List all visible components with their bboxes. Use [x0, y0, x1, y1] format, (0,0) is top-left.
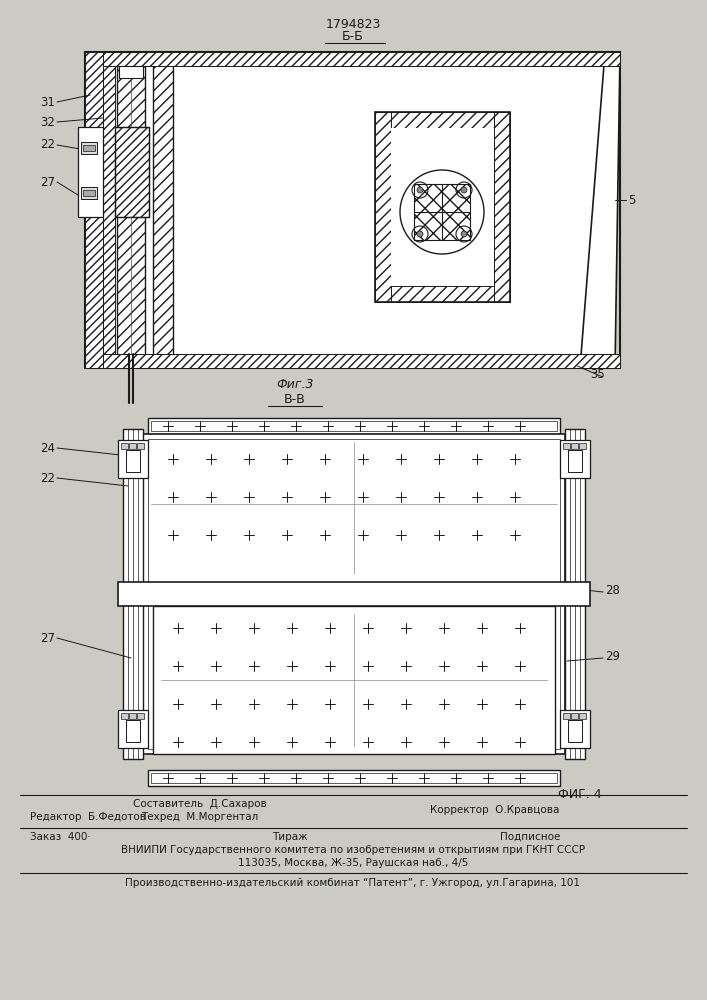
Text: 32: 32 — [40, 115, 55, 128]
Bar — [563, 443, 570, 449]
Bar — [126, 720, 140, 742]
Bar — [148, 770, 560, 786]
Bar — [148, 439, 560, 749]
Bar — [137, 443, 144, 449]
Text: Подписное: Подписное — [500, 832, 560, 842]
Text: 22: 22 — [40, 138, 55, 151]
Bar — [158, 611, 550, 749]
Bar — [560, 440, 590, 478]
Text: 22: 22 — [40, 472, 55, 485]
Text: ВНИИПИ Государственного комитета по изобретениям и открытиям при ГКНТ СССР: ВНИИПИ Государственного комитета по изоб… — [121, 845, 585, 855]
Bar — [137, 713, 144, 719]
Bar — [391, 128, 494, 286]
Text: Составитель  Д.Сахаров: Составитель Д.Сахаров — [133, 799, 267, 809]
Bar — [78, 127, 103, 217]
Bar — [115, 127, 149, 217]
Text: 31: 31 — [40, 96, 55, 108]
Text: Тираж: Тираж — [272, 832, 308, 842]
Bar — [563, 713, 570, 719]
Bar — [118, 710, 148, 748]
Bar — [85, 52, 103, 368]
Text: ФИГ. 4: ФИГ. 4 — [559, 788, 602, 801]
Bar — [83, 190, 95, 196]
Text: Фиг.3: Фиг.3 — [276, 378, 314, 391]
Bar — [85, 52, 620, 368]
Bar — [375, 112, 391, 302]
Bar — [414, 184, 470, 240]
Bar — [115, 127, 149, 217]
Bar — [85, 354, 620, 368]
Bar — [375, 112, 510, 302]
Circle shape — [461, 231, 467, 237]
Bar — [565, 429, 585, 759]
Text: Производственно-издательский комбинат “Патент”, г. Ужгород, ул.Гагарина, 101: Производственно-издательский комбинат “П… — [126, 878, 580, 888]
Bar — [494, 112, 510, 302]
Text: 27: 27 — [40, 176, 55, 188]
Bar — [375, 112, 510, 128]
Text: 5: 5 — [628, 194, 636, 207]
Text: 24: 24 — [40, 442, 55, 454]
Bar — [568, 450, 582, 472]
Text: 28: 28 — [605, 584, 620, 596]
Text: Редактор  Б.Федотов: Редактор Б.Федотов — [30, 812, 146, 822]
Circle shape — [417, 187, 423, 193]
Bar — [118, 582, 590, 606]
Text: 35: 35 — [590, 368, 604, 381]
Bar — [118, 440, 148, 478]
Bar — [123, 429, 143, 759]
Bar — [579, 713, 586, 719]
Bar — [148, 418, 560, 434]
Text: В-В: В-В — [284, 393, 306, 406]
Bar — [121, 443, 128, 449]
Bar — [81, 187, 97, 199]
Circle shape — [461, 187, 467, 193]
Text: 29: 29 — [605, 650, 620, 662]
Bar — [375, 286, 510, 302]
Bar — [568, 720, 582, 742]
Bar — [129, 713, 136, 719]
Bar — [85, 52, 620, 66]
Text: Корректор  О.Кравцова: Корректор О.Кравцова — [430, 805, 559, 815]
Text: Заказ  400·: Заказ 400· — [30, 832, 90, 842]
Bar — [151, 773, 557, 783]
Bar — [117, 66, 145, 354]
Bar — [571, 713, 578, 719]
Bar — [560, 710, 590, 748]
Bar — [85, 66, 605, 354]
Bar — [103, 66, 115, 354]
Bar — [78, 127, 103, 217]
Text: 27: 27 — [40, 632, 55, 645]
Bar — [119, 66, 143, 78]
Bar — [129, 443, 136, 449]
Circle shape — [417, 231, 423, 237]
Bar — [571, 443, 578, 449]
Bar — [83, 145, 95, 151]
Polygon shape — [580, 52, 620, 368]
Bar — [143, 434, 565, 754]
Bar — [151, 421, 557, 431]
Bar — [126, 450, 140, 472]
Text: Техред  М.Моргентал: Техред М.Моргентал — [141, 812, 259, 822]
Bar — [121, 713, 128, 719]
Text: Б-Б: Б-Б — [342, 30, 364, 43]
Text: 1794823: 1794823 — [325, 18, 380, 31]
Bar — [81, 142, 97, 154]
Text: 113035, Москва, Ж-35, Раушская наб., 4/5: 113035, Москва, Ж-35, Раушская наб., 4/5 — [238, 858, 468, 868]
Bar — [153, 66, 173, 354]
Bar — [153, 606, 555, 754]
Bar — [579, 443, 586, 449]
Bar — [414, 184, 470, 240]
